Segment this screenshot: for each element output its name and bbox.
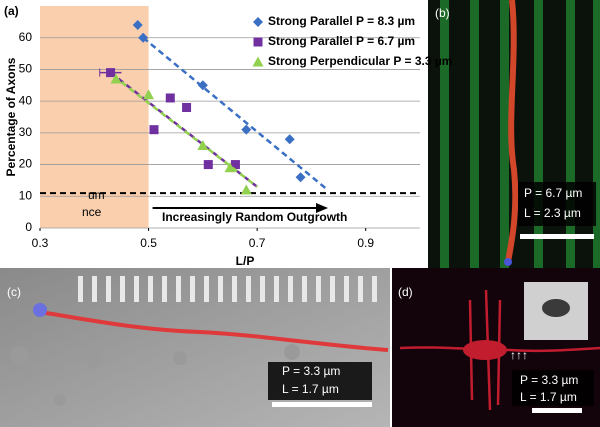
panel-label: (c) [7, 285, 21, 299]
scale-text: P = 3.3 µm [520, 373, 578, 387]
scale-text: P = 6.7 µm [524, 186, 582, 200]
point [241, 124, 252, 135]
legend-label: Strong Parallel P = 6.7 µm [268, 34, 415, 48]
point [132, 20, 143, 31]
legend-label: Strong Parallel P = 8.3 µm [268, 14, 415, 28]
annotation: Increasingly Random Outgrowth [162, 210, 347, 224]
x-tick-label: 0.5 [140, 236, 157, 250]
point [182, 102, 192, 112]
point [203, 160, 213, 170]
panel-d: ↑↑↑ (d) P = 3.3 µm L = 1.7 µm [392, 268, 600, 427]
panel-label: (b) [435, 6, 450, 20]
scale-text: L = 1.7 µm [282, 382, 339, 396]
legend-marker [253, 17, 263, 27]
scale-text: L = 1.7 µm [520, 390, 577, 404]
point [110, 73, 122, 84]
y-tick-label: 10 [19, 188, 33, 202]
point [224, 162, 236, 173]
annotation: nce [82, 205, 102, 219]
panel-label: (a) [4, 4, 19, 18]
y-tick-label: 60 [19, 30, 33, 44]
point [240, 184, 252, 195]
point [106, 68, 116, 78]
point [143, 89, 155, 100]
point [197, 80, 208, 91]
arrows: ↑↑↑ [510, 348, 528, 362]
y-tick-label: 30 [19, 125, 33, 139]
x-axis-label: L/P [236, 254, 255, 268]
chart: (a) Percentage of Axons L/P 0 10 20 30 40 50 6… [4, 4, 452, 268]
arrow-head [316, 203, 328, 213]
y-tick-label: 20 [19, 157, 33, 171]
point [138, 32, 149, 43]
point [295, 172, 306, 183]
point [197, 140, 209, 151]
annotation: um [88, 188, 105, 202]
x-tick-label: 0.3 [32, 236, 49, 250]
y-tick-label: 0 [25, 220, 32, 234]
legend-marker [253, 37, 263, 47]
x-tick-label: 0.7 [249, 236, 266, 250]
y-tick-label: 50 [19, 62, 33, 76]
trend-line [120, 81, 258, 188]
x-tick-label: 0.9 [357, 236, 374, 250]
plot-area [40, 6, 149, 228]
scale-text: L = 2.3 µm [524, 206, 581, 220]
panel-b: (b) P = 6.7 µm L = 2.3 µm [428, 0, 600, 270]
legend-marker [252, 56, 264, 67]
point [149, 125, 159, 135]
point [284, 134, 295, 145]
legend-label: Strong Perpendicular P = 3.3 µm [268, 54, 452, 68]
point [165, 93, 175, 103]
scale-text: P = 3.3 µm [282, 364, 340, 378]
panel-c: (c) P = 3.3 µm L = 1.7 µm [0, 268, 390, 427]
y-tick-label: 40 [19, 93, 33, 107]
shaded-region [40, 6, 149, 228]
y-axis-label: Percentage of Axons [4, 57, 18, 176]
panel-label: (d) [398, 285, 413, 299]
